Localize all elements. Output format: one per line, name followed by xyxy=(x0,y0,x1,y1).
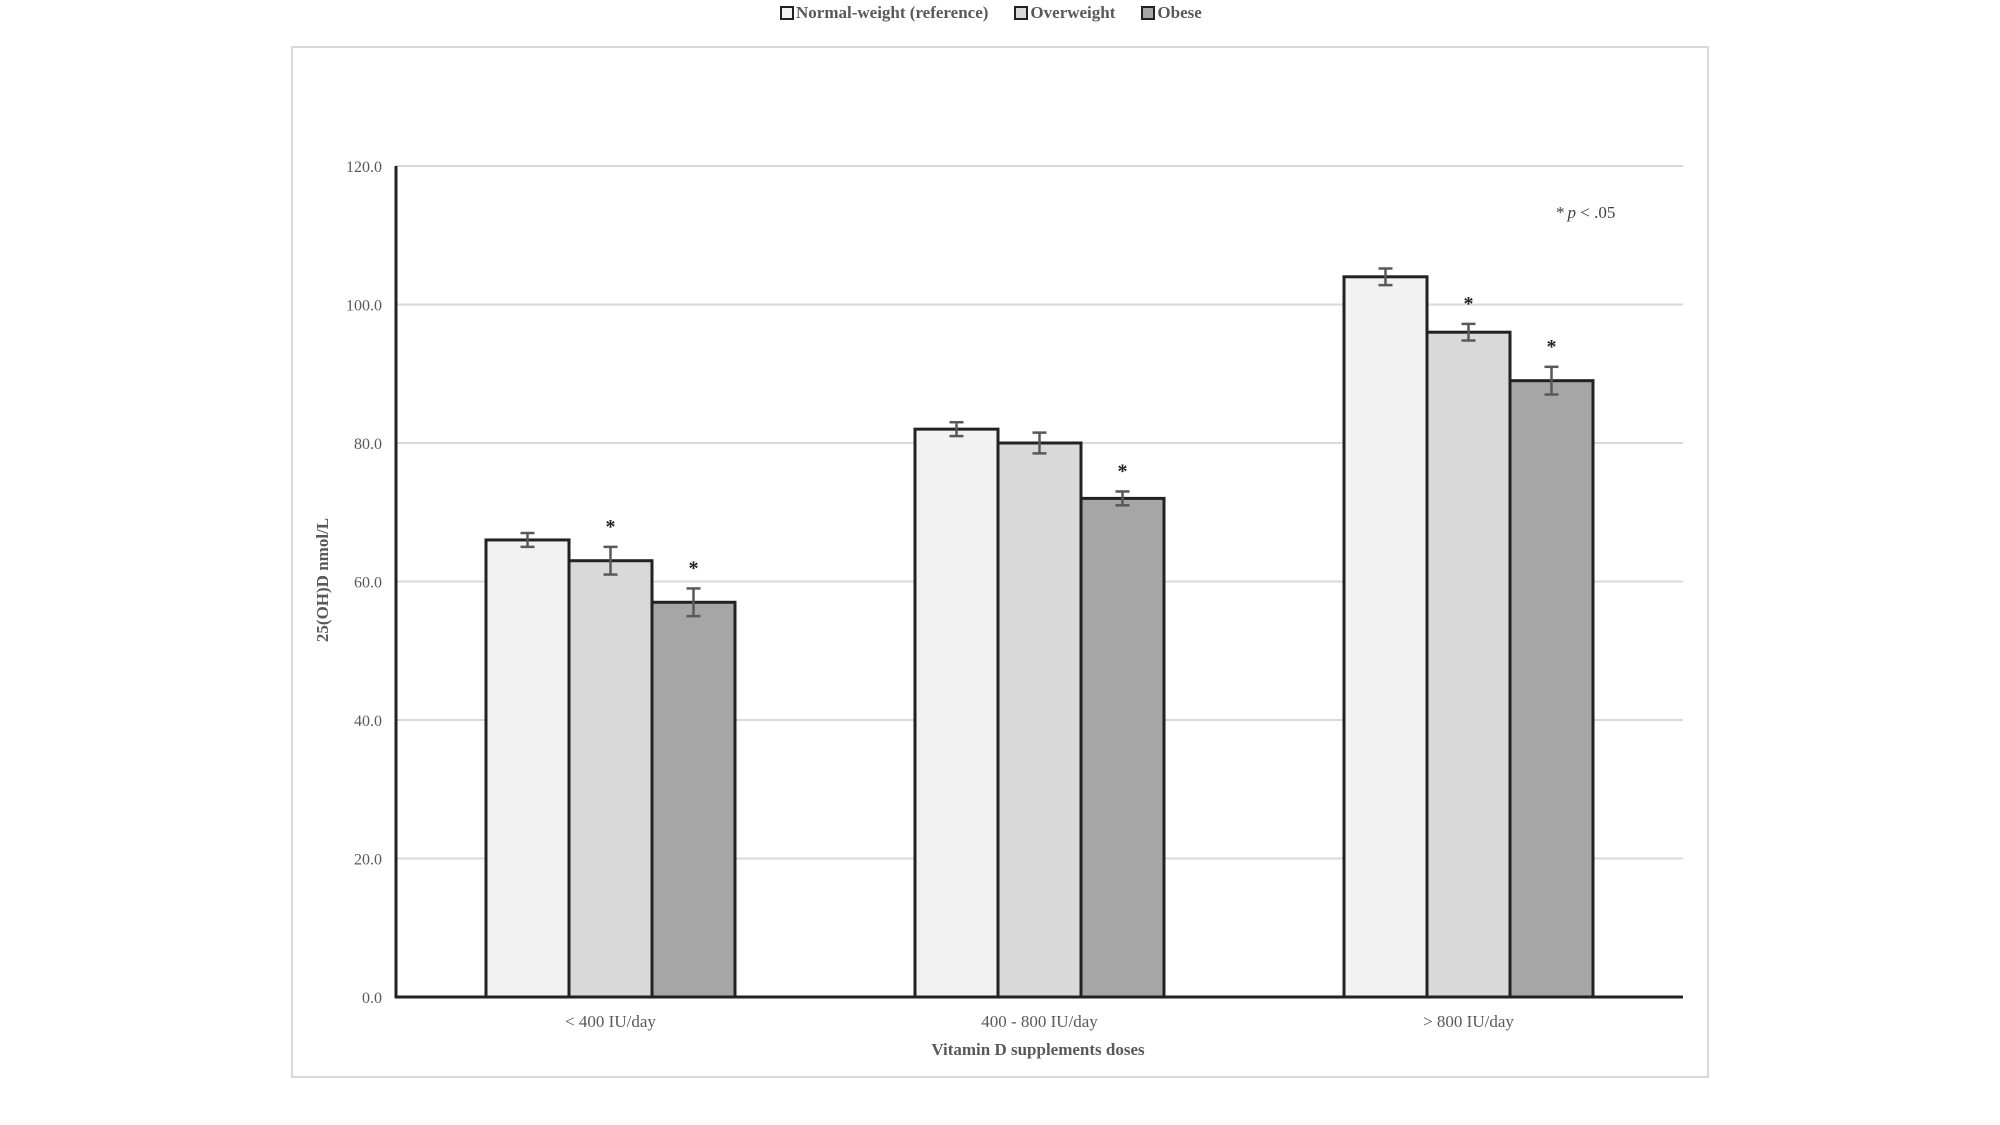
error-bar xyxy=(603,545,618,576)
bar-obese-0 xyxy=(650,600,737,999)
y-tick-label: 120.0 xyxy=(346,159,382,176)
error-bar xyxy=(1032,431,1047,455)
x-axis-title: Vitamin D supplements doses xyxy=(931,1040,1145,1059)
error-bar xyxy=(1378,267,1393,287)
bar-overweight-1 xyxy=(996,441,1083,999)
significance-note: * p < .05 xyxy=(1556,203,1615,222)
error-bar xyxy=(1544,365,1559,396)
error-bar xyxy=(949,420,964,438)
legend-swatch-normal-weight xyxy=(780,6,794,20)
y-tick-label: 60.0 xyxy=(354,575,382,592)
x-category-label: > 800 IU/day xyxy=(1423,1012,1514,1031)
y-tick-label: 0.0 xyxy=(362,990,382,1007)
note-rest: < .05 xyxy=(1576,203,1615,222)
bar-overweight-2 xyxy=(1425,330,1512,999)
legend-label: Obese xyxy=(1157,3,1202,22)
y-axis-title: 25(OH)D nmol/L xyxy=(313,518,332,642)
legend-item-normal-weight: Normal-weight (reference) xyxy=(780,3,988,23)
note-star: * xyxy=(1556,203,1565,222)
x-category-label: 400 - 800 IU/day xyxy=(981,1012,1098,1031)
bar-overweight-0 xyxy=(567,559,654,999)
y-tick-label: 20.0 xyxy=(354,852,382,869)
error-bars xyxy=(520,267,1559,618)
error-bar xyxy=(1461,322,1476,342)
significance-star: * xyxy=(1464,293,1474,315)
y-axis-tick-labels: 0.0 20.0 40.0 60.0 80.0 100.0 120.0 xyxy=(346,159,382,1007)
x-axis-category-labels: < 400 IU/day 400 - 800 IU/day > 800 IU/day xyxy=(565,1012,1514,1031)
bar-normal-weight-reference-1 xyxy=(913,427,1000,999)
y-tick-label: 100.0 xyxy=(346,298,382,315)
significance-star: * xyxy=(1118,460,1128,482)
bar-obese-2 xyxy=(1508,379,1595,999)
bar-obese-1 xyxy=(1079,496,1166,999)
legend-item-overweight: Overweight xyxy=(1014,3,1115,23)
error-bar xyxy=(686,587,701,618)
y-tick-label: 80.0 xyxy=(354,436,382,453)
bars xyxy=(484,275,1595,999)
significance-markers: * * * * * xyxy=(606,293,1557,580)
x-category-label: < 400 IU/day xyxy=(565,1012,656,1031)
chart-legend: Normal-weight (reference) Overweight Obe… xyxy=(780,0,1228,26)
bar-normal-weight-reference-2 xyxy=(1342,275,1429,999)
legend-swatch-obese xyxy=(1141,6,1156,20)
error-bar xyxy=(520,531,535,549)
legend-swatch-overweight xyxy=(1014,6,1029,20)
significance-star: * xyxy=(689,557,699,579)
note-p: p xyxy=(1567,203,1577,222)
legend-label: Normal-weight (reference) xyxy=(796,3,989,22)
significance-star: * xyxy=(606,516,616,538)
significance-star: * xyxy=(1547,336,1557,358)
y-tick-label: 40.0 xyxy=(354,713,382,730)
error-bar xyxy=(1115,490,1130,507)
legend-label: Overweight xyxy=(1030,3,1116,22)
legend-item-obese: Obese xyxy=(1141,3,1202,23)
bar-normal-weight-reference-0 xyxy=(484,538,571,999)
